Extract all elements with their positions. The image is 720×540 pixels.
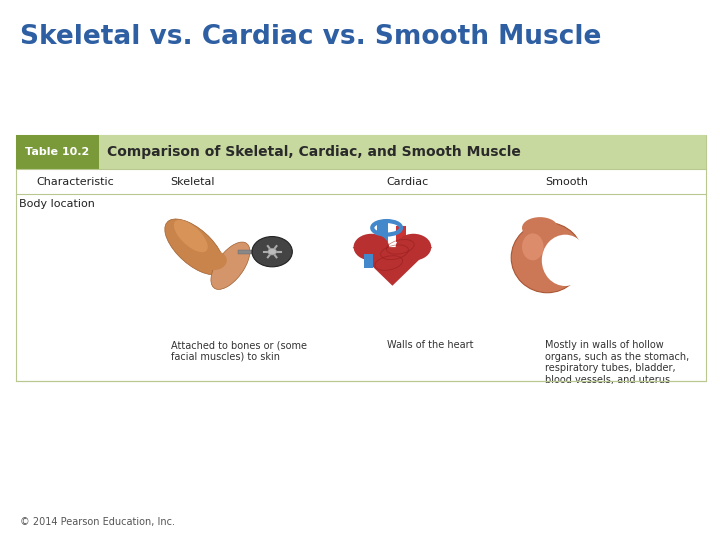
Polygon shape (353, 247, 432, 286)
Ellipse shape (511, 222, 583, 293)
Text: Skeletal: Skeletal (171, 177, 215, 187)
Bar (238, 249, 272, 254)
Bar (16, 135, 99, 170)
Bar (364, 254, 373, 268)
Circle shape (252, 237, 292, 267)
Text: Smooth: Smooth (545, 177, 588, 187)
Text: Walls of the heart: Walls of the heart (387, 340, 473, 350)
Bar (377, 222, 388, 242)
Text: Characteristic: Characteristic (36, 177, 114, 187)
Ellipse shape (542, 235, 589, 286)
Text: Body location: Body location (19, 199, 95, 210)
Circle shape (354, 234, 389, 260)
Text: Cardiac: Cardiac (387, 177, 429, 187)
Text: Comparison of Skeletal, Cardiac, and Smooth Muscle: Comparison of Skeletal, Cardiac, and Smo… (107, 145, 521, 159)
Ellipse shape (522, 217, 558, 239)
Circle shape (201, 251, 227, 270)
Ellipse shape (534, 273, 567, 292)
Ellipse shape (174, 220, 208, 252)
Ellipse shape (522, 233, 544, 260)
Bar (16, 135, 706, 170)
Ellipse shape (165, 219, 224, 275)
Text: Skeletal vs. Cardiac vs. Smooth Muscle: Skeletal vs. Cardiac vs. Smooth Muscle (20, 24, 601, 50)
Text: Attached to bones or (some
facial muscles) to skin: Attached to bones or (some facial muscle… (171, 340, 307, 362)
Bar (396, 226, 406, 242)
Circle shape (396, 234, 431, 260)
Circle shape (268, 248, 276, 255)
Text: Mostly in walls of hollow
organs, such as the stomach,
respiratory tubes, bladde: Mostly in walls of hollow organs, such a… (545, 340, 689, 385)
Ellipse shape (211, 242, 250, 289)
Bar (16, 135, 706, 381)
Text: Table 10.2: Table 10.2 (25, 147, 89, 157)
Text: © 2014 Pearson Education, Inc.: © 2014 Pearson Education, Inc. (20, 516, 175, 526)
